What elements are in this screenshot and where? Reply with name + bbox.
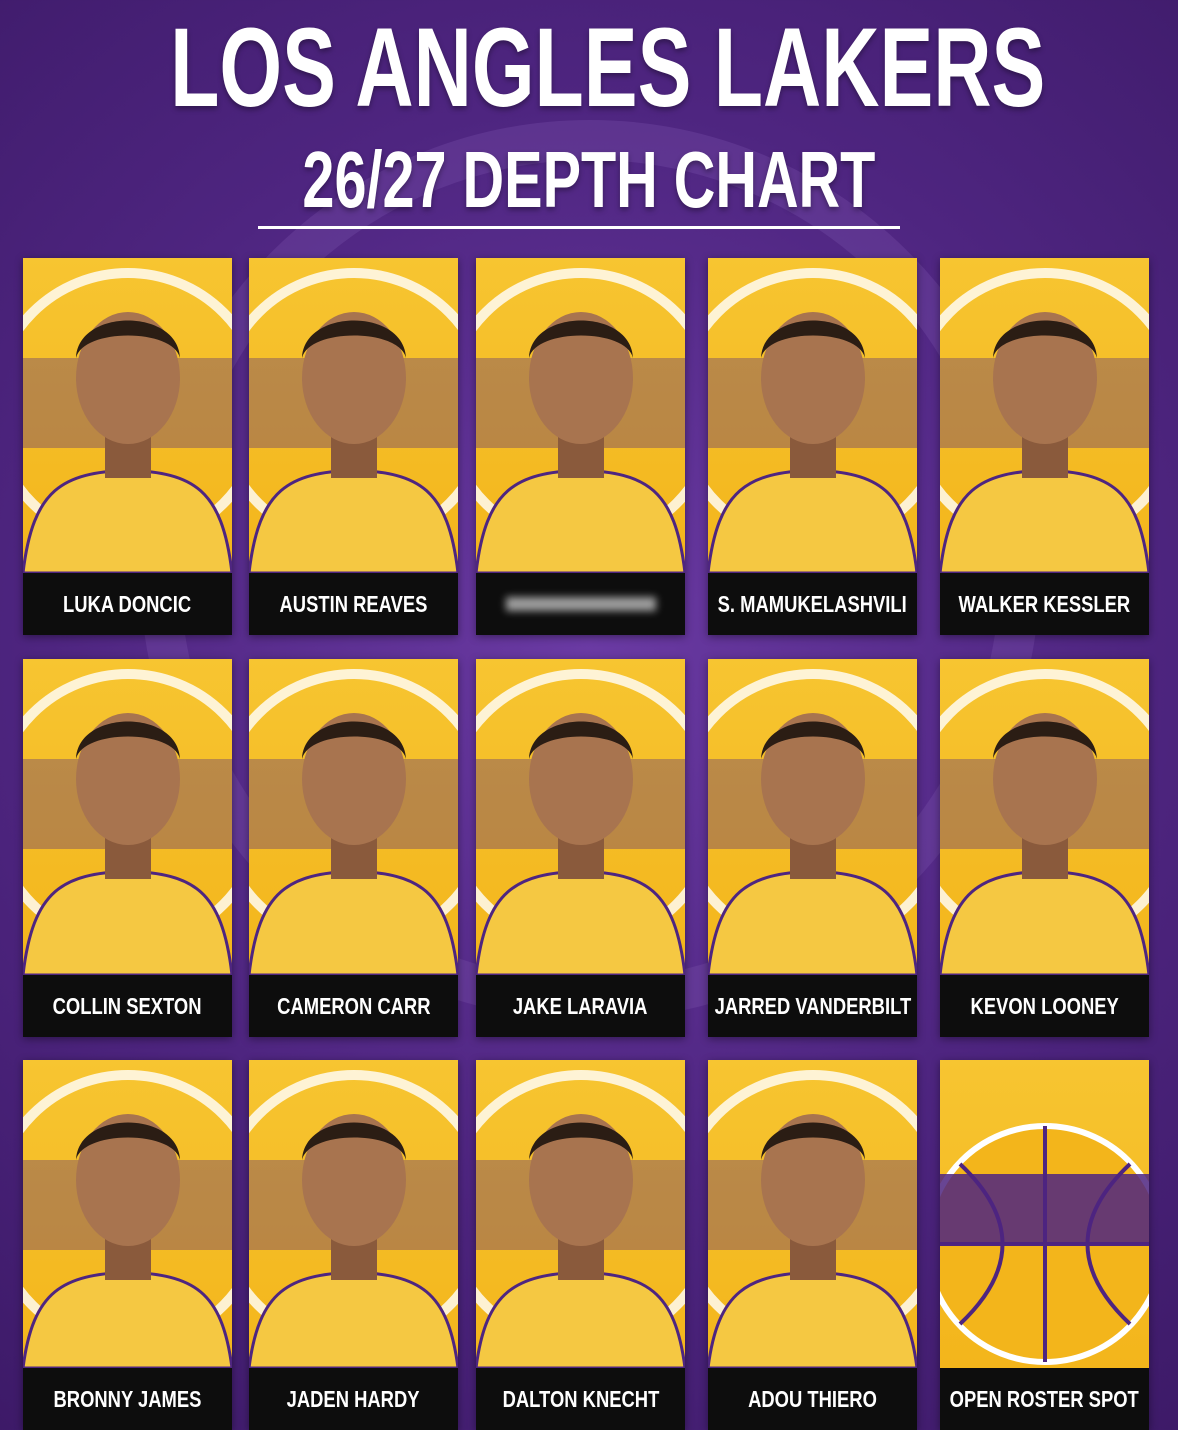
player-name: JADEN HARDY [249,1368,458,1430]
player-name: DALTON KNECHT [476,1368,685,1430]
player-card: OPEN ROSTER SPOT [940,1060,1149,1430]
player-card: WALKER KESSLER [940,258,1149,635]
player-card [476,258,685,635]
player-photo [476,258,685,573]
obscured-name [505,597,656,611]
title-rule [258,226,900,229]
photo-art [476,669,685,975]
player-name-text: OPEN ROSTER SPOT [949,1385,1140,1412]
photo-art [23,669,232,975]
photo-art [23,1070,232,1368]
player-name-text: ADOU THIERO [748,1385,877,1412]
player-name-text: CAMERON CARR [276,992,431,1019]
subtitle: 26/27 DEPTH CHART [0,140,1178,220]
photo-art [708,268,917,573]
player-name-text: JADEN HARDY [287,1385,420,1412]
player-photo [249,258,458,573]
player-card: ADOU THIERO [708,1060,917,1430]
photo-art [249,1070,458,1368]
photo-art [249,268,458,573]
player-card: DALTON KNECHT [476,1060,685,1430]
player-name: KEVON LOONEY [940,975,1149,1037]
player-name-text: COLLIN SEXTON [53,992,202,1019]
player-name-text: WALKER KESSLER [958,590,1131,617]
player-card: JARRED VANDERBILT [708,659,917,1037]
player-card: BRONNY JAMES [23,1060,232,1430]
player-name: LUKA DONCIC [23,573,232,635]
player-card: KEVON LOONEY [940,659,1149,1037]
photo-art [940,1123,1149,1365]
player-card: JADEN HARDY [249,1060,458,1430]
photo-art [940,669,1149,975]
subtitle-text: 26/27 DEPTH CHART [302,135,876,224]
player-name-text: AUSTIN REAVES [279,590,428,617]
player-card: CAMERON CARR [249,659,458,1037]
player-photo [476,659,685,975]
title: LOS ANGLES LAKERS [0,12,1178,124]
player-card: JAKE LARAVIA [476,659,685,1037]
photo-art [940,268,1149,573]
player-photo [249,659,458,975]
player-photo [708,1060,917,1368]
photo-art [476,1070,685,1368]
player-card: COLLIN SEXTON [23,659,232,1037]
player-name: CAMERON CARR [249,975,458,1037]
player-name: OPEN ROSTER SPOT [940,1368,1149,1430]
player-name-text: DALTON KNECHT [502,1385,659,1412]
player-name-text: KEVON LOONEY [970,992,1119,1019]
player-photo [940,659,1149,975]
player-name: AUSTIN REAVES [249,573,458,635]
player-photo [23,258,232,573]
player-card: AUSTIN REAVES [249,258,458,635]
player-name-text: S. MAMUKELASHVILI [717,590,908,617]
player-photo [940,258,1149,573]
player-photo [940,1060,1149,1368]
player-photo [23,659,232,975]
player-name: WALKER KESSLER [940,573,1149,635]
player-photo [476,1060,685,1368]
player-card: LUKA DONCIC [23,258,232,635]
photo-art [249,669,458,975]
photo-art [708,1070,917,1368]
player-name-text: LUKA DONCIC [63,590,192,617]
photo-art [23,268,232,573]
player-name [476,573,685,635]
player-name: JARRED VANDERBILT [708,975,917,1037]
player-photo [249,1060,458,1368]
player-name-text: JAKE LARAVIA [513,992,648,1019]
player-card: S. MAMUKELASHVILI [708,258,917,635]
player-photo [23,1060,232,1368]
player-photo [708,659,917,975]
player-name: JAKE LARAVIA [476,975,685,1037]
player-name: COLLIN SEXTON [23,975,232,1037]
player-name: ADOU THIERO [708,1368,917,1430]
player-name: BRONNY JAMES [23,1368,232,1430]
photo-art [476,268,685,573]
player-photo [708,258,917,573]
player-name: S. MAMUKELASHVILI [708,573,917,635]
player-name-text: BRONNY JAMES [53,1385,202,1412]
title-text: LOS ANGLES LAKERS [170,5,1046,130]
photo-art [708,669,917,975]
player-name-text: JARRED VANDERBILT [714,992,911,1019]
